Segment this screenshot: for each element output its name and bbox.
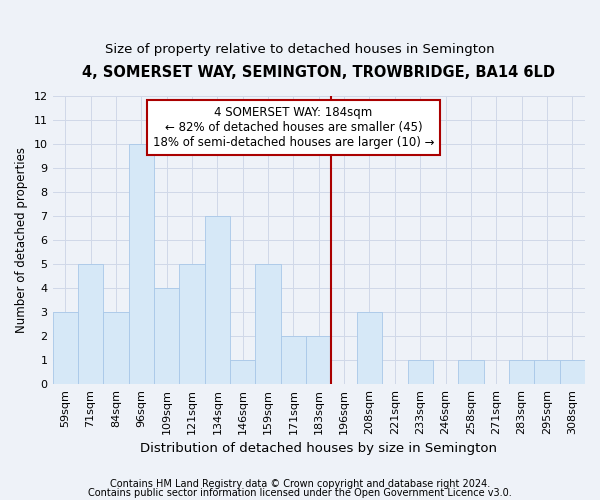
Bar — [205, 216, 230, 384]
Bar — [534, 360, 560, 384]
Bar — [230, 360, 256, 384]
Bar — [458, 360, 484, 384]
Bar — [306, 336, 331, 384]
Title: 4, SOMERSET WAY, SEMINGTON, TROWBRIDGE, BA14 6LD: 4, SOMERSET WAY, SEMINGTON, TROWBRIDGE, … — [82, 65, 555, 80]
Bar — [179, 264, 205, 384]
X-axis label: Distribution of detached houses by size in Semington: Distribution of detached houses by size … — [140, 442, 497, 455]
Y-axis label: Number of detached properties: Number of detached properties — [15, 147, 28, 333]
Bar — [256, 264, 281, 384]
Text: Contains public sector information licensed under the Open Government Licence v3: Contains public sector information licen… — [88, 488, 512, 498]
Bar — [53, 312, 78, 384]
Bar — [407, 360, 433, 384]
Bar — [103, 312, 128, 384]
Bar — [281, 336, 306, 384]
Bar — [78, 264, 103, 384]
Bar — [357, 312, 382, 384]
Bar — [509, 360, 534, 384]
Bar — [154, 288, 179, 384]
Bar — [128, 144, 154, 384]
Text: Size of property relative to detached houses in Semington: Size of property relative to detached ho… — [105, 42, 495, 56]
Text: Contains HM Land Registry data © Crown copyright and database right 2024.: Contains HM Land Registry data © Crown c… — [110, 479, 490, 489]
Bar — [560, 360, 585, 384]
Text: 4 SOMERSET WAY: 184sqm
← 82% of detached houses are smaller (45)
18% of semi-det: 4 SOMERSET WAY: 184sqm ← 82% of detached… — [152, 106, 434, 149]
